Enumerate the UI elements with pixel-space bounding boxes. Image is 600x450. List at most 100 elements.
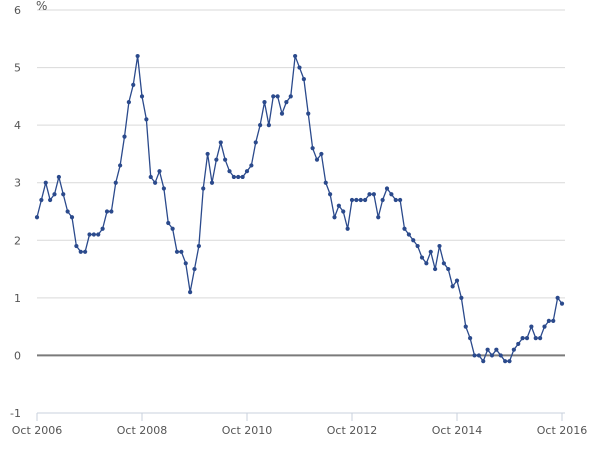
- data-point[interactable]: [91, 232, 96, 237]
- data-point[interactable]: [411, 238, 416, 243]
- data-point[interactable]: [100, 226, 105, 231]
- data-point[interactable]: [113, 180, 118, 185]
- data-point[interactable]: [459, 295, 464, 300]
- data-point[interactable]: [218, 140, 223, 145]
- data-point[interactable]: [524, 336, 530, 341]
- data-point[interactable]: [310, 146, 315, 151]
- data-point[interactable]: [192, 266, 197, 272]
- data-point[interactable]: [214, 157, 219, 162]
- data-point[interactable]: [39, 197, 44, 203]
- data-point[interactable]: [384, 186, 390, 191]
- data-point[interactable]: [441, 261, 446, 266]
- data-point[interactable]: [61, 192, 66, 197]
- data-point[interactable]: [87, 232, 92, 237]
- data-point[interactable]: [489, 353, 495, 358]
- data-point[interactable]: [244, 169, 250, 174]
- data-point[interactable]: [288, 94, 293, 99]
- data-point[interactable]: [131, 82, 136, 87]
- data-point[interactable]: [319, 151, 324, 157]
- data-point[interactable]: [376, 215, 381, 220]
- data-point[interactable]: [266, 123, 271, 128]
- data-point[interactable]: [437, 243, 442, 249]
- data-point[interactable]: [48, 197, 53, 203]
- data-point[interactable]: [516, 341, 521, 347]
- data-point[interactable]: [78, 249, 83, 254]
- data-point[interactable]: [468, 336, 473, 341]
- data-point[interactable]: [358, 197, 363, 203]
- data-point[interactable]: [511, 347, 516, 352]
- data-point[interactable]: [341, 209, 346, 214]
- data-point[interactable]: [389, 192, 394, 197]
- data-point[interactable]: [161, 186, 166, 191]
- data-point[interactable]: [157, 169, 162, 174]
- data-point[interactable]: [345, 226, 350, 231]
- data-point[interactable]: [258, 123, 263, 128]
- data-point[interactable]: [332, 215, 337, 220]
- data-point[interactable]: [314, 157, 320, 162]
- data-point[interactable]: [148, 174, 153, 180]
- data-point[interactable]: [446, 266, 451, 272]
- data-point[interactable]: [126, 100, 131, 105]
- data-point[interactable]: [201, 186, 206, 191]
- data-point[interactable]: [240, 174, 245, 180]
- data-point[interactable]: [209, 180, 215, 185]
- data-point[interactable]: [227, 169, 232, 174]
- data-point[interactable]: [402, 226, 407, 231]
- data-point[interactable]: [34, 215, 40, 220]
- data-point[interactable]: [546, 318, 551, 323]
- data-point[interactable]: [323, 180, 328, 185]
- data-point[interactable]: [380, 197, 385, 203]
- data-point[interactable]: [183, 261, 188, 266]
- data-point[interactable]: [450, 284, 455, 289]
- data-point[interactable]: [96, 232, 101, 237]
- data-point[interactable]: [363, 197, 368, 203]
- data-point[interactable]: [538, 336, 543, 341]
- data-point[interactable]: [170, 226, 175, 231]
- data-point[interactable]: [555, 295, 560, 300]
- data-point[interactable]: [559, 301, 565, 306]
- data-point[interactable]: [454, 278, 460, 283]
- data-point[interactable]: [306, 111, 311, 116]
- data-point[interactable]: [122, 134, 127, 139]
- data-point[interactable]: [433, 266, 438, 272]
- data-point[interactable]: [393, 197, 398, 203]
- data-point[interactable]: [104, 209, 110, 214]
- data-point[interactable]: [69, 215, 75, 220]
- data-point[interactable]: [52, 192, 57, 197]
- data-point[interactable]: [262, 100, 267, 105]
- data-point[interactable]: [428, 249, 433, 254]
- data-point[interactable]: [293, 53, 298, 59]
- data-point[interactable]: [179, 249, 184, 254]
- data-point[interactable]: [65, 209, 70, 214]
- data-point[interactable]: [249, 163, 254, 168]
- data-point[interactable]: [223, 157, 228, 162]
- data-point[interactable]: [551, 318, 556, 323]
- data-point[interactable]: [371, 192, 376, 197]
- data-point[interactable]: [297, 65, 302, 70]
- data-point[interactable]: [275, 94, 280, 99]
- data-point[interactable]: [533, 336, 538, 341]
- data-point[interactable]: [109, 209, 114, 214]
- data-point[interactable]: [253, 140, 258, 145]
- data-point[interactable]: [205, 151, 210, 157]
- data-point[interactable]: [520, 336, 525, 341]
- data-point[interactable]: [231, 174, 236, 180]
- data-point[interactable]: [153, 180, 158, 185]
- data-point[interactable]: [529, 324, 534, 329]
- data-point[interactable]: [463, 324, 468, 329]
- data-point[interactable]: [188, 290, 193, 295]
- data-point[interactable]: [354, 197, 359, 203]
- data-point[interactable]: [542, 324, 547, 329]
- data-point[interactable]: [406, 232, 411, 237]
- data-point[interactable]: [472, 353, 477, 358]
- data-point[interactable]: [498, 353, 503, 358]
- data-point[interactable]: [236, 174, 241, 180]
- data-point[interactable]: [349, 197, 355, 203]
- data-point[interactable]: [301, 76, 306, 82]
- data-point[interactable]: [56, 174, 61, 180]
- data-point[interactable]: [196, 243, 201, 249]
- data-point[interactable]: [271, 94, 276, 99]
- data-point[interactable]: [144, 117, 149, 122]
- data-point[interactable]: [481, 359, 486, 364]
- data-point[interactable]: [424, 261, 429, 266]
